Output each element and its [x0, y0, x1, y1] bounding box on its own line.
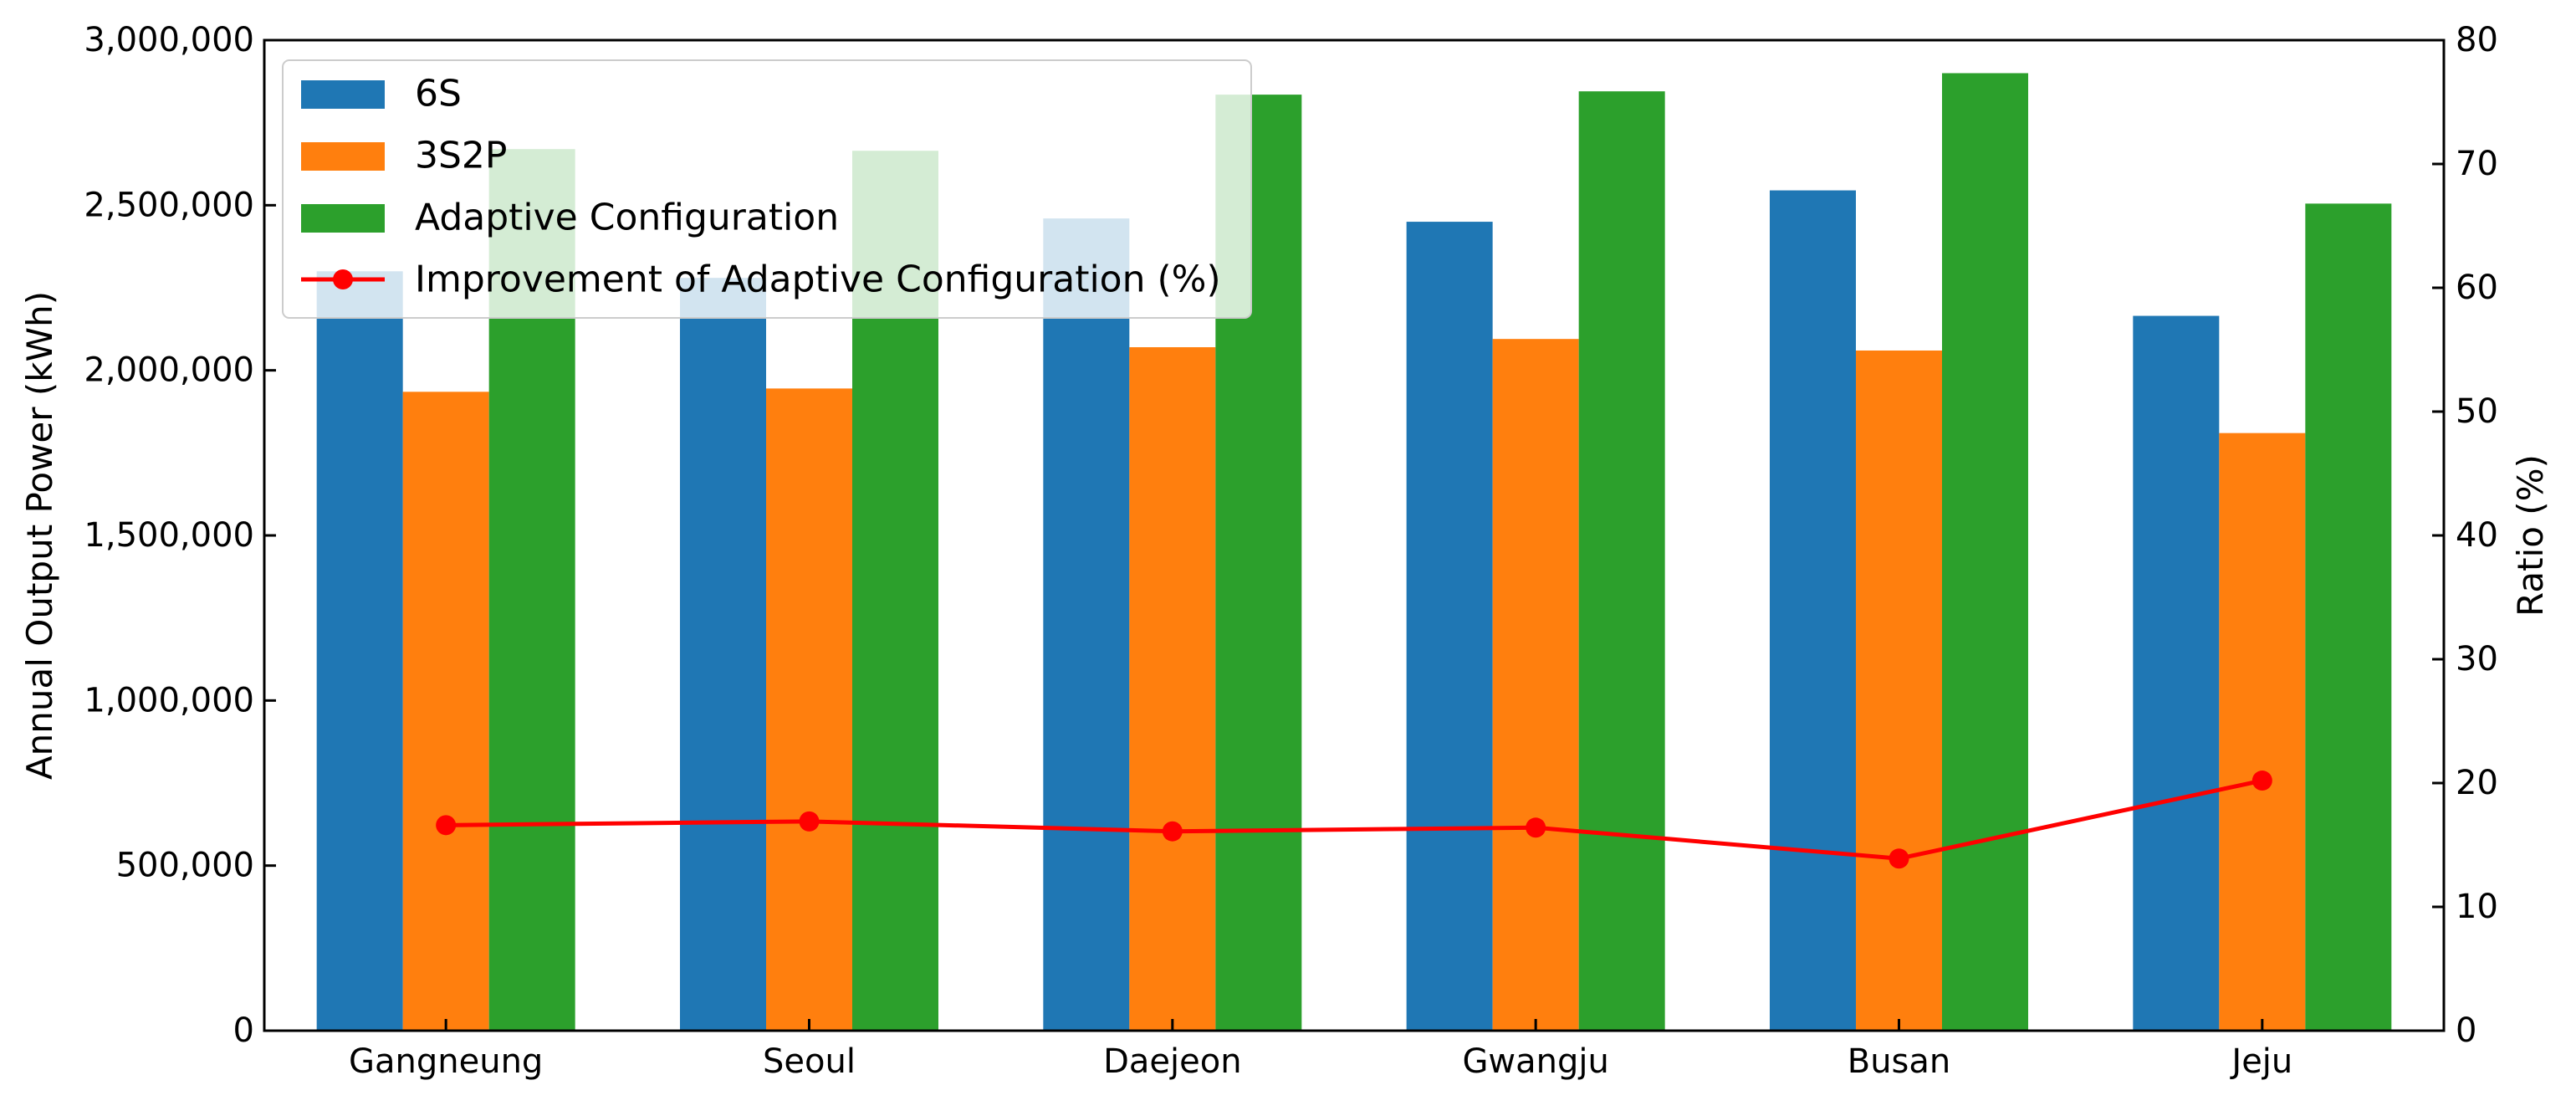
y2-tick-label: 50: [2456, 392, 2498, 431]
legend-label: Improvement of Adaptive Configuration (%…: [415, 259, 1221, 301]
improvement-point-busan: [1889, 848, 1909, 869]
legend-box: [282, 59, 1252, 319]
y2-tick-label: 20: [2456, 764, 2498, 802]
bar-6s-jeju: [2133, 315, 2220, 1032]
legend-swatch: [301, 204, 385, 233]
x-tick-label: Busan: [1848, 1042, 1951, 1081]
bar-3s2p-seoul: [766, 388, 852, 1032]
y-tick-label: 2,000,000: [84, 351, 254, 390]
legend-label: Adaptive Configuration: [415, 197, 839, 239]
y-tick-label: 0: [233, 1011, 254, 1050]
y2-tick-label: 10: [2456, 888, 2498, 926]
x-tick-label: Jeju: [2229, 1042, 2292, 1081]
bars-layer: [316, 73, 2392, 1032]
improvement-point-gangneung: [436, 815, 457, 836]
legend-swatch: [301, 80, 385, 109]
x-tick-label: Daejeon: [1103, 1042, 1241, 1081]
y2-tick-label: 30: [2456, 640, 2498, 678]
y-axis-title: Annual Output Power (kWh): [19, 291, 60, 780]
improvement-line: [446, 778, 2263, 861]
improvement-point-seoul: [799, 811, 820, 832]
y-tick-label: 1,000,000: [84, 681, 254, 719]
y2-tick-label: 0: [2456, 1011, 2476, 1050]
line-layer: [436, 771, 2272, 869]
bar-adaptive-configuration-busan: [1942, 73, 2028, 1031]
legend-label: 3S2P: [415, 135, 507, 177]
y2-axis-title: Ratio (%): [2510, 454, 2551, 617]
bar-6s-gwangju: [1406, 222, 1493, 1032]
bar-3s2p-gwangju: [1492, 339, 1579, 1031]
y2-tick-label: 70: [2456, 145, 2498, 183]
y-tick-label: 500,000: [116, 847, 254, 885]
axes-layer: 0 500,000 1,000,000 1,500,000 2,000,000 2,500…: [19, 21, 2551, 1081]
legend-marker: [333, 269, 353, 289]
y-tick-label: 3,000,000: [84, 21, 254, 59]
bar-6s-gangneung: [316, 271, 403, 1031]
y2-tick-label: 60: [2456, 269, 2498, 307]
legend-swatch: [301, 142, 385, 171]
bar-adaptive-configuration-jeju: [2305, 203, 2392, 1032]
x-tick-label: Gangneung: [349, 1042, 543, 1081]
y-tick-label: 1,500,000: [84, 516, 254, 555]
improvement-point-gwangju: [1526, 817, 1546, 838]
bar-3s2p-daejeon: [1129, 347, 1216, 1031]
legend: 6S 3S2P Adaptive Configuration Improvement …: [282, 59, 1252, 319]
improvement-point-daejeon: [1162, 821, 1183, 842]
bar-6s-seoul: [680, 278, 766, 1031]
x-tick-label: Seoul: [763, 1042, 856, 1081]
bar-6s-daejeon: [1043, 218, 1130, 1031]
bar-3s2p-jeju: [2219, 433, 2306, 1031]
y-tick-label: 2,500,000: [84, 186, 254, 224]
y2-tick-label: 40: [2456, 516, 2498, 555]
legend-label: 6S: [415, 73, 462, 115]
bar-6s-busan: [1770, 190, 1856, 1031]
improvement-point-jeju: [2251, 771, 2272, 791]
y2-tick-label: 80: [2456, 21, 2498, 59]
bar-3s2p-busan: [1856, 350, 1942, 1031]
bar-3s2p-gangneung: [402, 392, 489, 1031]
x-tick-label: Gwangju: [1462, 1042, 1608, 1081]
bar-adaptive-configuration-gwangju: [1578, 91, 1665, 1031]
